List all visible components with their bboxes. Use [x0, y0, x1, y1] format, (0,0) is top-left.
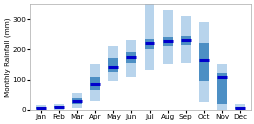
Y-axis label: Monthly Rainfall (mm): Monthly Rainfall (mm) — [4, 17, 11, 97]
Bar — [144, 39, 154, 49]
Bar — [234, 107, 244, 109]
Bar — [162, 10, 172, 64]
Bar — [198, 43, 208, 81]
Bar — [90, 64, 100, 101]
Bar — [162, 37, 172, 46]
Bar — [72, 98, 82, 104]
Bar — [54, 106, 64, 108]
Bar — [180, 36, 190, 45]
Bar — [198, 22, 208, 102]
Bar — [72, 93, 82, 108]
Bar — [234, 104, 244, 110]
Bar — [54, 104, 64, 110]
Bar — [108, 46, 118, 81]
Bar — [180, 16, 190, 63]
Bar — [108, 58, 118, 72]
Bar — [126, 52, 136, 63]
Bar — [216, 64, 226, 110]
Bar — [144, 1, 154, 70]
Bar — [126, 40, 136, 77]
Bar — [216, 74, 226, 104]
Bar — [90, 77, 100, 90]
Bar — [36, 107, 46, 109]
Bar — [36, 105, 46, 110]
